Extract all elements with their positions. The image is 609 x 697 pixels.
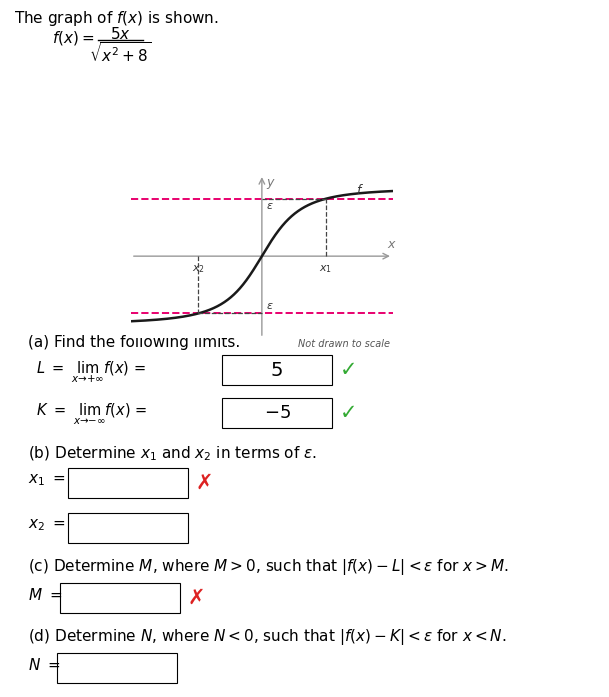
Text: $L\ =\ \lim_{x \to +\infty} f(x)\ =$: $L\ =\ \lim_{x \to +\infty} f(x)\ =$ (36, 359, 146, 385)
Text: $\varepsilon$: $\varepsilon$ (266, 201, 274, 211)
Text: (d) Determine $N$, where $N < 0$, such that $|f(x) - K| < \varepsilon$ for $x < : (d) Determine $N$, where $N < 0$, such t… (28, 627, 507, 647)
Text: The graph of $f(x)$ is shown.: The graph of $f(x)$ is shown. (14, 9, 219, 28)
Text: $x_2\ =$: $x_2\ =$ (28, 517, 66, 533)
Text: $5x$: $5x$ (110, 26, 130, 42)
Bar (68, 468, 188, 498)
Text: ✓: ✓ (340, 403, 357, 423)
Text: $f$: $f$ (356, 183, 364, 197)
Text: 5: 5 (271, 360, 283, 379)
Bar (60, 583, 180, 613)
Text: $\varepsilon$: $\varepsilon$ (266, 301, 274, 312)
Text: $x_1\ =$: $x_1\ =$ (28, 472, 66, 488)
Text: ✓: ✓ (340, 360, 357, 380)
Text: $x_2$: $x_2$ (192, 263, 205, 275)
Text: $x_1$: $x_1$ (319, 263, 332, 275)
Text: $K\ =\ \lim_{x \to -\infty} f(x)\ =$: $K\ =\ \lim_{x \to -\infty} f(x)\ =$ (36, 402, 147, 427)
Bar (57, 653, 177, 683)
Text: (b) Determine $x_1$ and $x_2$ in terms of $\varepsilon$.: (b) Determine $x_1$ and $x_2$ in terms o… (28, 445, 317, 464)
Text: $\sqrt{x^2+8}$: $\sqrt{x^2+8}$ (89, 41, 151, 65)
Text: $-5$: $-5$ (264, 404, 290, 422)
Bar (222, 355, 332, 385)
Text: $f(x) =$: $f(x) =$ (52, 29, 94, 47)
Text: $N\ =$: $N\ =$ (28, 657, 60, 673)
Bar (222, 398, 332, 428)
Bar (68, 513, 188, 543)
Text: ✗: ✗ (196, 473, 214, 493)
Text: ✗: ✗ (188, 588, 205, 608)
Text: $y$: $y$ (266, 177, 275, 191)
Text: $x$: $x$ (387, 238, 397, 252)
Text: Not drawn to scale: Not drawn to scale (298, 339, 390, 349)
Text: (c) Determine $M$, where $M > 0$, such that $|f(x) - L| < \varepsilon$ for $x > : (c) Determine $M$, where $M > 0$, such t… (28, 557, 509, 577)
Text: (a) Find the following limits.: (a) Find the following limits. (28, 335, 240, 350)
Text: $M\ =$: $M\ =$ (28, 587, 62, 603)
